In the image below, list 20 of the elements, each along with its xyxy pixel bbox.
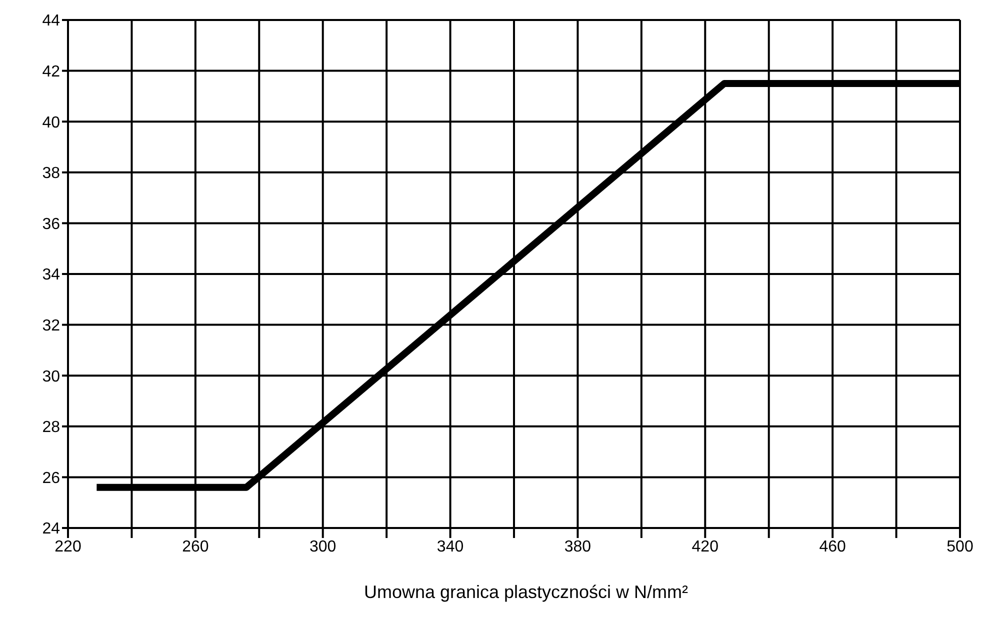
y-tick-label: 30: [42, 368, 60, 386]
x-axis-title: Umowna granica plastyczności w N/mm²: [362, 582, 690, 603]
x-tick-label: 340: [436, 538, 464, 556]
y-tick-label: 42: [42, 63, 60, 80]
y-tick-label: 28: [42, 419, 60, 436]
x-tick-label: 220: [54, 538, 82, 556]
x-tick-label: 420: [692, 538, 719, 556]
y-tick-label: 32: [42, 317, 60, 334]
x-tick-label: 500: [946, 538, 974, 556]
x-tick-label: 380: [564, 538, 592, 556]
y-tick-label: 36: [42, 216, 60, 233]
y-tick-label: 24: [42, 520, 60, 538]
x-tick-label: 460: [819, 538, 846, 556]
y-tick-label: 38: [42, 165, 60, 182]
y-tick-label: 44: [42, 12, 60, 30]
y-tick-label: 34: [42, 266, 60, 284]
x-tick-label: 260: [182, 538, 209, 556]
x-tick-label: 300: [310, 538, 336, 556]
y-tick-label: 40: [42, 114, 60, 132]
y-tick-label: 26: [42, 470, 60, 487]
